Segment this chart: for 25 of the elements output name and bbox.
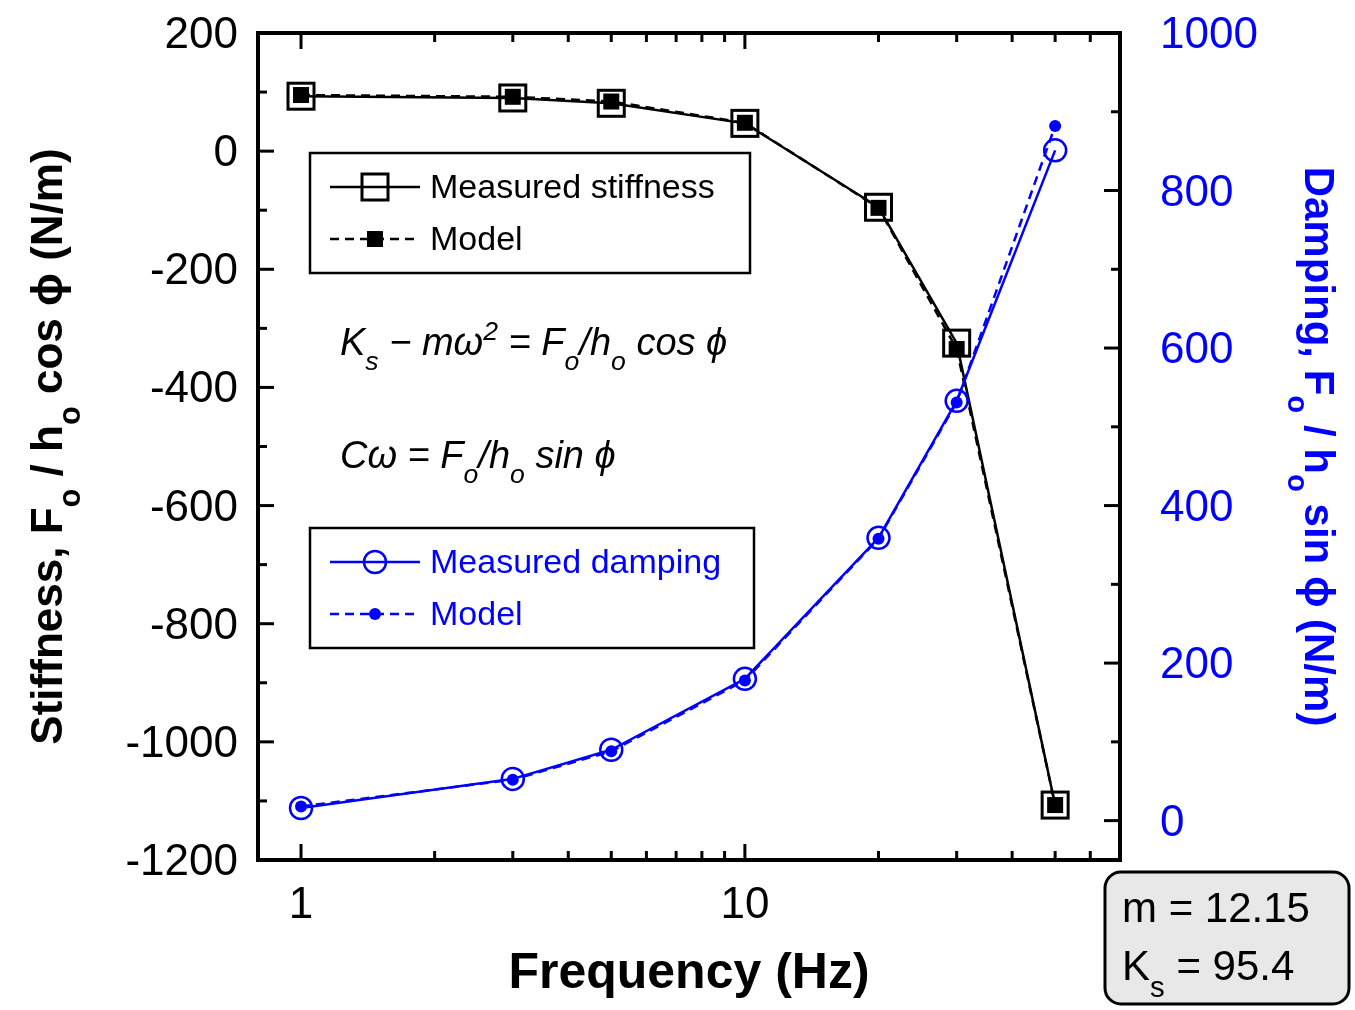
y-tick-label: -800 [149,598,238,648]
x-axis-title: Frequency (Hz) [508,943,870,999]
y-tick-label: -1000 [125,716,238,766]
y2-tick-label: 200 [1160,638,1234,688]
legend-label: Measured damping [430,542,722,580]
y-tick-label: -200 [149,244,238,294]
y-tick-label: -600 [149,480,238,530]
y2-tick-label: 600 [1160,323,1234,373]
annotation: Cω = F$_{o}$/h$_{o}$ sin ϕ [340,434,616,489]
text: K$_{s}$ = 95.4 [1122,942,1295,1003]
y2-tick-label: 1000 [1160,8,1258,57]
legend-label: Model [430,594,523,632]
text: m = 12.15 [1122,884,1310,931]
y2-tick-label: 800 [1160,165,1234,215]
y-tick-label: -1200 [125,835,238,884]
legend-label: Measured stiffness [430,167,715,205]
legend-label: Model [430,219,523,257]
x-tick-label: 1 [288,878,314,927]
y-tick-label: -400 [149,362,238,412]
y-tick-label: 200 [164,8,238,57]
y2-tick-label: 0 [1160,795,1185,845]
y2-tick-label: 400 [1160,480,1234,530]
y-tick-label: 0 [213,126,238,176]
x-tick-label: 10 [720,878,770,927]
text: K$_{s}$ − mω$^{2}$ = F$_{o}$/h$_{o}$ cos ϕ [340,316,728,376]
